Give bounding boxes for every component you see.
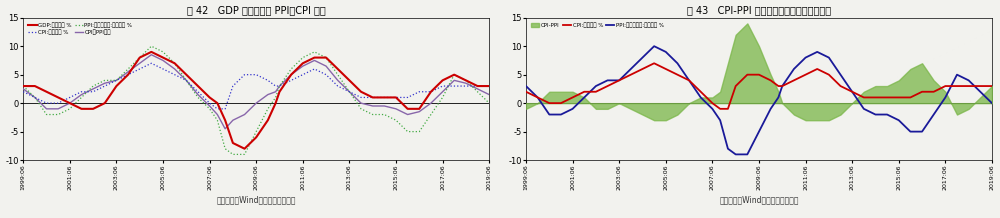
Legend: GDP:平减指数 %, CPI:当月同比 %, PPI:全部工业品:当月同比 %, CPI、PPI均量: GDP:平减指数 %, CPI:当月同比 %, PPI:全部工业品:当月同比 %… [26,20,135,37]
Text: 数据来源：Wind、方正中期研究院: 数据来源：Wind、方正中期研究院 [719,196,799,205]
Title: 图 43   CPI-PPI 或继续上升，但逆锯面临变动: 图 43 CPI-PPI 或继续上升，但逆锯面临变动 [687,5,831,15]
Title: 图 42   GDP 平减指数与 PPI、CPI 关系: 图 42 GDP 平减指数与 PPI、CPI 关系 [187,5,326,15]
Text: 数据来源：Wind、方正中期研究院: 数据来源：Wind、方正中期研究院 [216,196,296,205]
Legend: CPI-PPI, CPI:当月同比 %, PPI:全部工业品:当月同比 %: CPI-PPI, CPI:当月同比 %, PPI:全部工业品:当月同比 % [529,20,666,31]
